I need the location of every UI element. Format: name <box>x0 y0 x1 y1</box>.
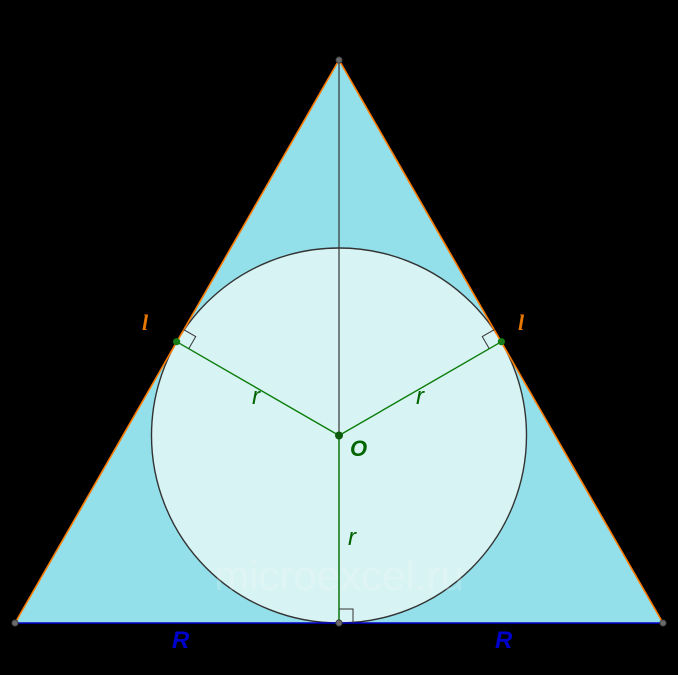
label-big-r-right: R <box>495 627 513 654</box>
label-big-r-left: R <box>172 627 190 654</box>
watermark-text: microexcel.ru <box>214 552 464 599</box>
label-b: B <box>330 26 346 51</box>
vertex-c-point <box>660 620 666 626</box>
vertex-b-point <box>336 57 342 63</box>
label-r-bottom: r <box>348 524 357 551</box>
label-e: E <box>330 628 346 653</box>
geometry-diagram: microexcel.ru A B C E O r r r R R l l <box>0 0 678 675</box>
center-o-point <box>336 432 343 439</box>
tangent-point-right <box>498 339 504 345</box>
label-l-right: l <box>518 310 525 335</box>
label-o: O <box>350 436 367 461</box>
point-e <box>336 620 342 626</box>
vertex-a-point <box>12 620 18 626</box>
label-a: A <box>3 628 20 653</box>
label-c: C <box>656 628 673 653</box>
label-l-left: l <box>142 310 149 335</box>
label-r-left: r <box>252 383 261 410</box>
label-r-right: r <box>416 383 425 410</box>
tangent-point-left <box>173 339 179 345</box>
